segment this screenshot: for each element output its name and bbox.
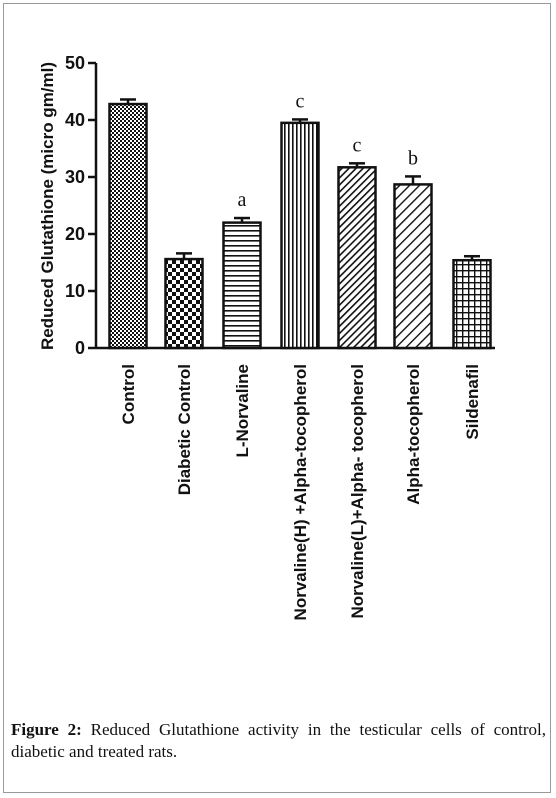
bar [164,257,204,350]
y-tick-label: 10 [65,281,85,301]
bar [280,121,320,350]
significance-label: c [296,90,305,112]
bar [222,221,262,350]
bar [337,166,377,350]
significance-label: c [353,134,362,156]
y-tick-label: 30 [65,167,85,187]
figure-label: Figure 2: [11,720,82,739]
x-category-label: L-Norvaline [233,364,252,458]
bar [393,183,433,350]
y-axis-label: Reduced Glutathione (micro gm/ml) [38,62,57,350]
x-category-label: Sildenafil [463,364,482,440]
figure-caption: Figure 2: Reduced Glutathione activity i… [11,719,546,763]
x-category-label: Diabetic Control [175,364,194,495]
x-category-label: Control [119,364,138,424]
y-tick-label: 20 [65,224,85,244]
significance-label: b [408,147,418,169]
x-category-label: Norvaline(H) +Alpha-tocopherol [291,364,310,620]
x-category-label: Norvaline(L)+Alpha- tocopherol [348,364,367,619]
caption-text: Reduced Glutathione activity in the test… [11,720,547,761]
y-tick-label: 0 [75,338,85,358]
bar [108,102,148,350]
y-tick-label: 50 [65,53,85,73]
y-tick-label: 40 [65,110,85,130]
x-category-label: Alpha-tocopherol [404,364,423,505]
figure-frame [3,3,551,793]
bar [452,258,492,350]
significance-label: a [238,189,247,211]
